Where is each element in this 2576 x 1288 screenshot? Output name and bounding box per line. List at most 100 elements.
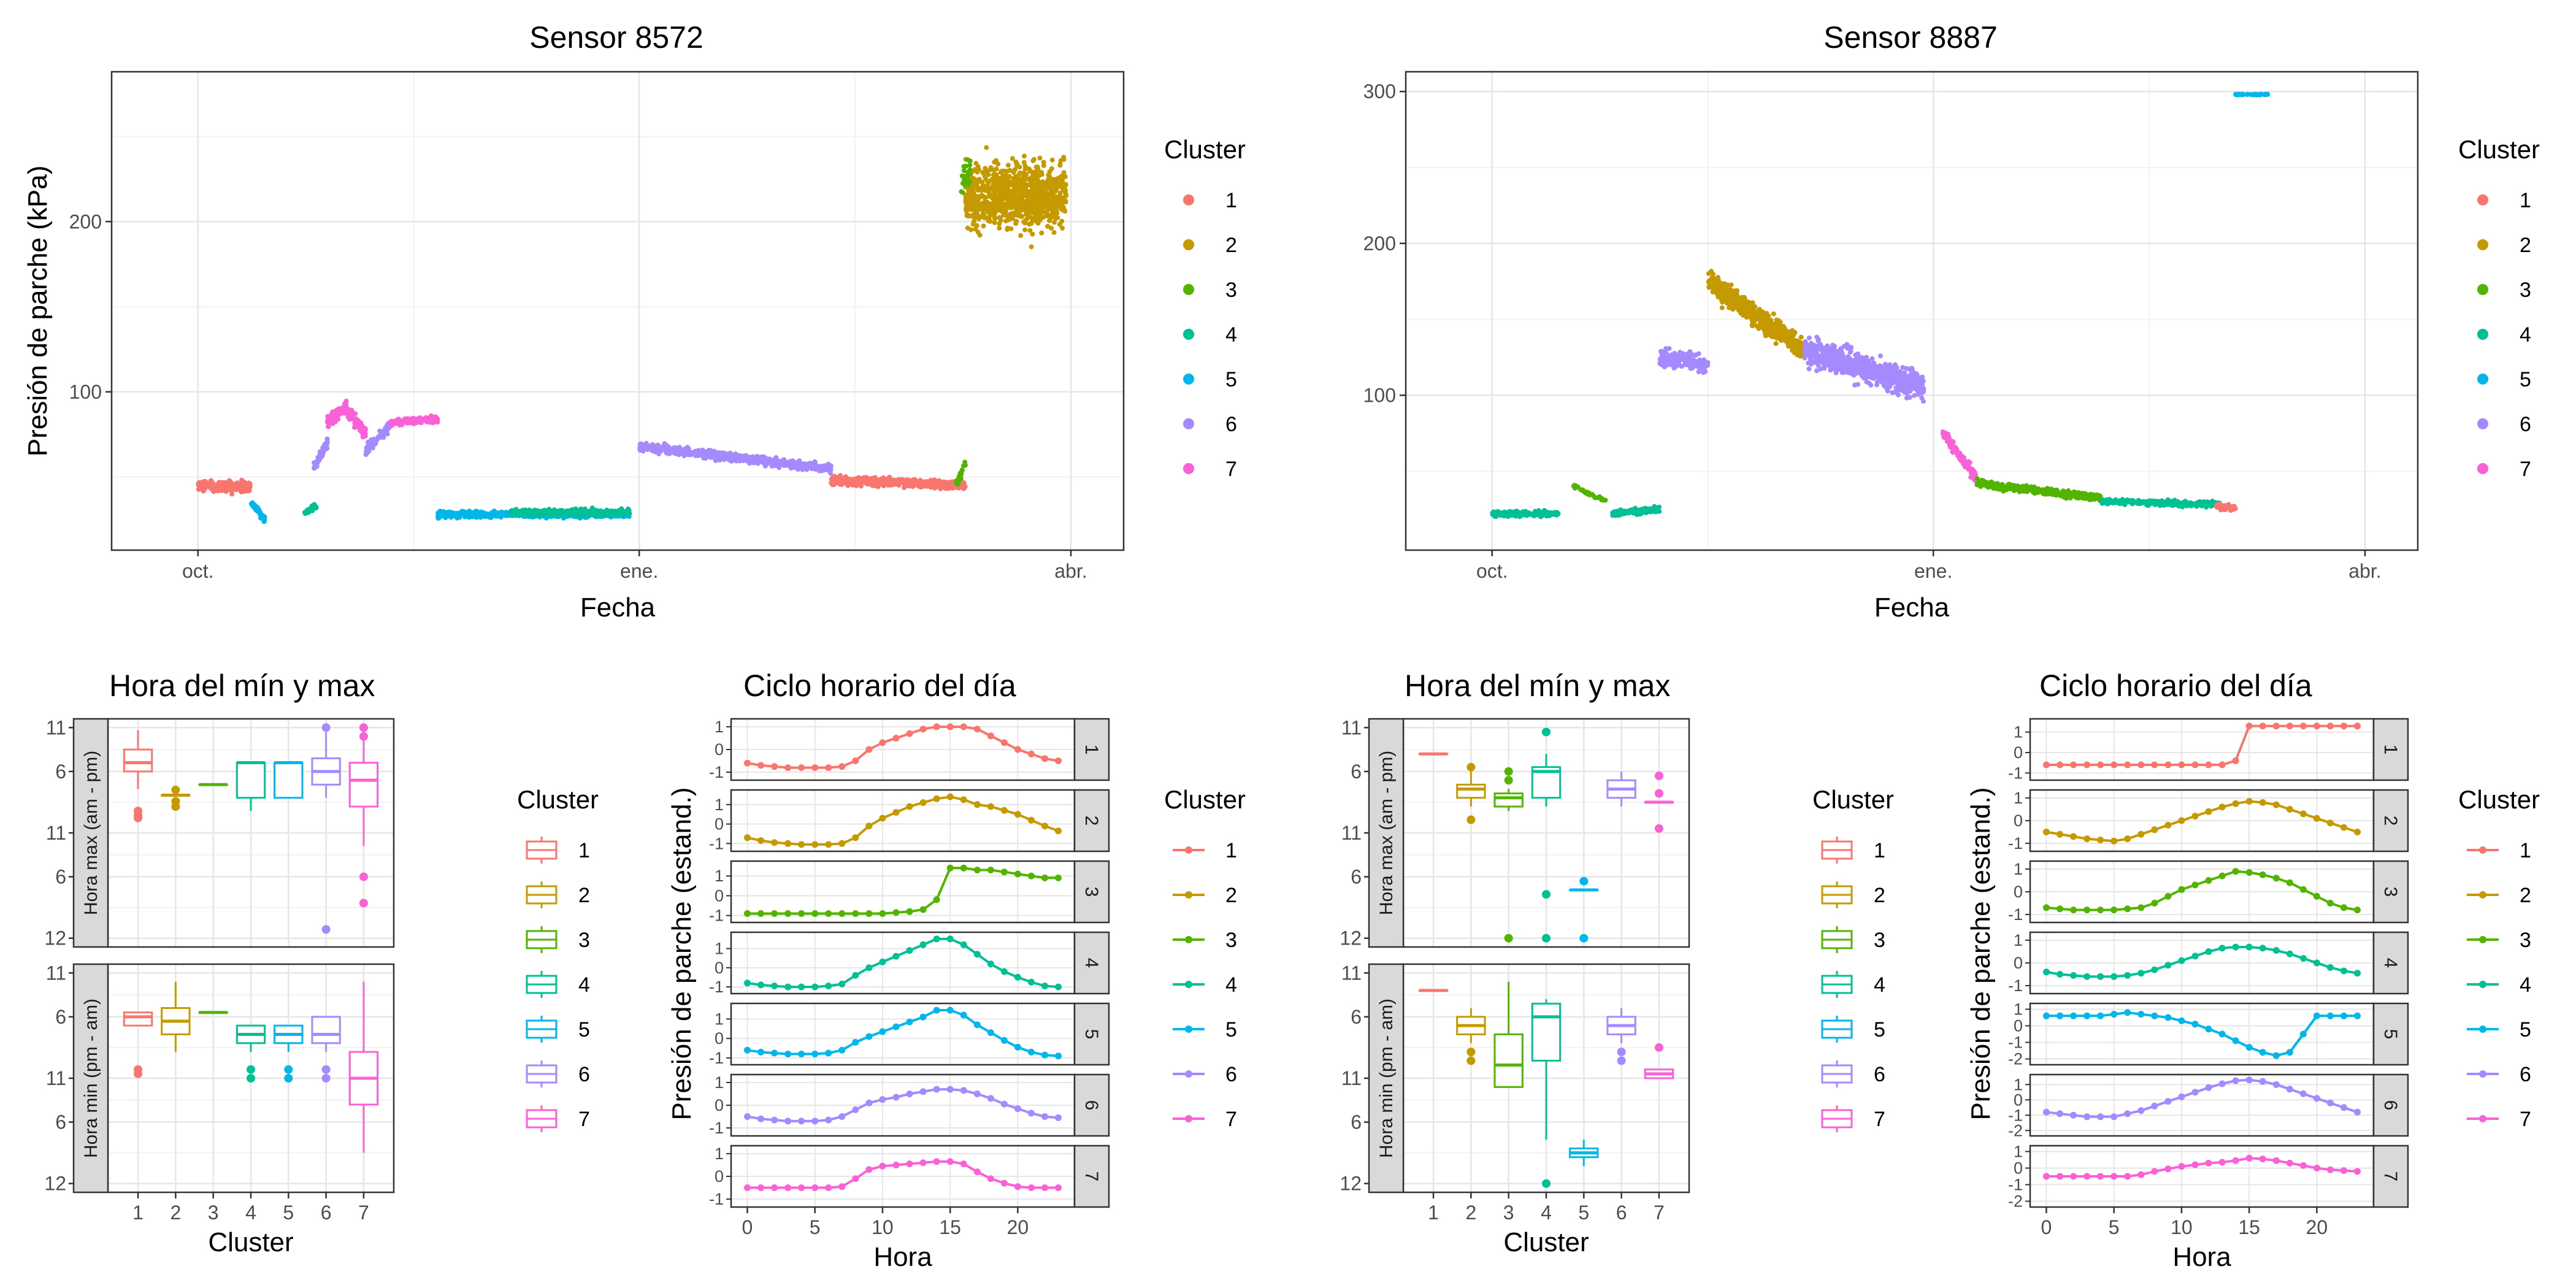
data-point — [832, 473, 837, 479]
data-point — [1575, 484, 1581, 489]
data-point — [1741, 313, 1746, 318]
x-tick-label: ene. — [620, 560, 658, 582]
data-point — [884, 477, 889, 482]
data-point — [1725, 299, 1731, 304]
data-point — [1718, 294, 1723, 299]
data-point — [995, 188, 1001, 193]
data-point — [1011, 181, 1017, 186]
data-point — [1674, 362, 1680, 368]
data-point — [388, 420, 393, 425]
x-tick-label: abr. — [1054, 560, 1087, 582]
data-point — [967, 158, 973, 164]
data-point — [1742, 296, 1747, 301]
data-point — [742, 456, 748, 461]
data-point — [335, 415, 340, 420]
data-point — [383, 431, 388, 436]
data-point — [397, 420, 403, 426]
data-point — [964, 205, 969, 210]
data-point — [1050, 210, 1056, 215]
legend-key-4 — [1183, 329, 1194, 340]
x-tick-label: oct. — [182, 560, 214, 582]
data-point — [315, 454, 321, 460]
data-point — [1534, 511, 1539, 516]
data-point — [1004, 189, 1010, 194]
data-point — [1629, 507, 1635, 513]
data-point — [1045, 224, 1051, 229]
data-point — [771, 457, 776, 462]
data-point — [1693, 353, 1698, 358]
data-point — [976, 177, 982, 182]
data-point — [474, 512, 480, 517]
data-point — [625, 510, 631, 516]
data-point — [551, 507, 557, 513]
data-point — [1787, 330, 1792, 335]
data-point — [1024, 172, 1029, 177]
data-point — [664, 442, 669, 448]
data-point — [986, 188, 992, 194]
data-point — [1027, 183, 1033, 188]
data-point — [340, 407, 346, 413]
data-point — [405, 420, 410, 426]
data-point — [1716, 278, 1722, 283]
data-point — [926, 480, 931, 486]
data-point — [990, 212, 995, 218]
data-point — [1025, 212, 1030, 218]
data-point — [1051, 230, 1057, 236]
data-point — [693, 453, 699, 458]
data-point — [1773, 341, 1779, 347]
data-point — [999, 209, 1004, 214]
series-cluster-7 — [388, 413, 440, 429]
data-point — [1652, 504, 1657, 509]
data-point — [736, 455, 742, 461]
data-point — [1007, 179, 1013, 185]
data-point — [459, 512, 465, 517]
data-point — [1798, 334, 1804, 340]
data-point — [1020, 202, 1025, 207]
data-point — [1753, 316, 1758, 321]
data-point — [910, 477, 915, 483]
data-point — [1010, 156, 1015, 161]
data-point — [957, 473, 962, 478]
data-point — [1045, 207, 1051, 213]
legend-label-4: 4 — [1225, 323, 1237, 347]
legend-label-7: 7 — [1225, 458, 1237, 481]
data-point — [1620, 508, 1626, 514]
data-point — [672, 447, 677, 452]
data-point — [613, 509, 618, 515]
data-point — [1021, 153, 1027, 159]
data-point — [982, 201, 987, 206]
data-point — [992, 203, 997, 209]
data-point — [895, 480, 900, 486]
data-point — [1756, 326, 1761, 331]
data-point — [992, 159, 997, 165]
data-point — [967, 163, 973, 168]
data-point — [329, 413, 335, 419]
data-point — [981, 223, 986, 229]
data-point — [485, 513, 490, 519]
data-point — [1043, 190, 1048, 195]
data-point — [1011, 170, 1016, 175]
data-point — [937, 478, 942, 483]
data-point — [479, 513, 485, 518]
data-point — [1687, 362, 1692, 368]
data-point — [977, 232, 983, 238]
data-point — [303, 510, 309, 516]
legend-key-5 — [1183, 374, 1194, 385]
data-point — [1025, 190, 1031, 195]
series-cluster-4 — [302, 502, 319, 516]
data-point — [1010, 201, 1016, 207]
data-point — [512, 510, 518, 515]
legend-title: Cluster — [1164, 135, 1246, 164]
data-point — [1027, 207, 1032, 212]
data-point — [245, 488, 251, 494]
data-point — [312, 502, 317, 507]
data-point — [1060, 226, 1065, 231]
data-point — [692, 448, 698, 454]
legend-label-1: 1 — [1225, 189, 1237, 212]
data-point — [1633, 508, 1639, 513]
data-point — [1719, 305, 1725, 310]
data-point — [684, 449, 690, 454]
data-point — [499, 509, 505, 515]
data-point — [964, 213, 970, 218]
data-point — [970, 221, 976, 227]
